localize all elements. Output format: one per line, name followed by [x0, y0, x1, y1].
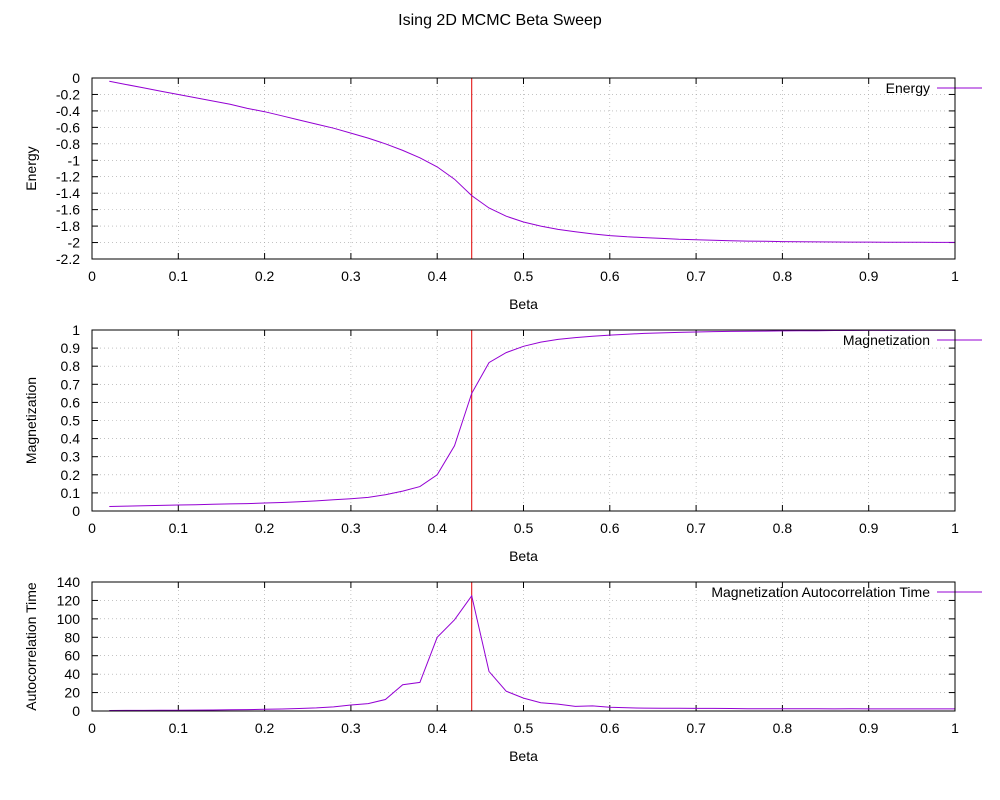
- energy-legend-label: Energy: [886, 80, 930, 96]
- energy-xtick-label: 0.8: [773, 268, 793, 284]
- autocorrelation-ytick-label: 80: [64, 629, 80, 645]
- magnetization-xtick-label: 0.4: [427, 520, 447, 536]
- magnetization-ytick-label: 0.7: [61, 376, 81, 392]
- magnetization-ytick-label: 0.4: [61, 431, 81, 447]
- autocorrelation-ytick-label: 60: [64, 648, 80, 664]
- autocorrelation-legend-label: Magnetization Autocorrelation Time: [711, 584, 930, 600]
- magnetization-xtick-label: 0: [88, 520, 96, 536]
- magnetization-xtick-label: 0.7: [686, 520, 706, 536]
- figure-title: Ising 2D MCMC Beta Sweep: [398, 12, 602, 29]
- energy-xtick-label: 1: [951, 268, 959, 284]
- energy-ytick-label: -0.6: [56, 119, 80, 135]
- energy-plot-frame: [91, 77, 956, 260]
- magnetization-xtick-label: 0.5: [514, 520, 534, 536]
- magnetization-xtick-label: 0.8: [773, 520, 793, 536]
- energy-xtick-label: 0.4: [427, 268, 447, 284]
- energy-xtick-label: 0: [88, 268, 96, 284]
- magnetization-ytick-label: 0: [72, 503, 80, 519]
- energy-ylabel: Energy: [23, 146, 39, 190]
- energy-ytick-label: -1.4: [56, 185, 80, 201]
- magnetization-xtick-label: 0.9: [859, 520, 879, 536]
- autocorrelation-ytick-label: 140: [57, 574, 81, 590]
- energy-xtick-label: 0.5: [514, 268, 534, 284]
- autocorrelation-xtick-label: 0.8: [773, 720, 793, 736]
- magnetization-ytick-label: 0.9: [61, 340, 81, 356]
- autocorrelation-xtick-label: 1: [951, 720, 959, 736]
- magnetization-xtick-label: 1: [951, 520, 959, 536]
- autocorrelation-ylabel: Autocorrelation Time: [23, 582, 39, 711]
- autocorrelation-ytick-label: 0: [72, 703, 80, 719]
- magnetization-xtick-label: 0.6: [600, 520, 620, 536]
- magnetization-ylabel: Magnetization: [23, 377, 39, 464]
- autocorrelation-ytick-label: 120: [57, 592, 81, 608]
- energy-ytick-label: -1.8: [56, 218, 80, 234]
- autocorrelation-xtick-label: 0.5: [514, 720, 534, 736]
- magnetization-ytick-label: 0.1: [61, 485, 81, 501]
- autocorrelation-plot-frame: [91, 581, 956, 712]
- energy-xlabel: Beta: [509, 296, 538, 312]
- magnetization-plot: 0 0.1 0.2 0.3 0.4 0.5 0.6 0.7 0.8 0.9 1 0 0.1 0.2 0.3 0…: [23, 322, 982, 564]
- magnetization-ytick-label: 0.8: [61, 358, 81, 374]
- energy-xtick-label: 0.7: [686, 268, 706, 284]
- autocorrelation-xtick-label: 0.9: [859, 720, 879, 736]
- autocorrelation-ytick-label: 100: [57, 611, 81, 627]
- energy-ytick-label: -1: [68, 152, 81, 168]
- magnetization-ytick-label: 0.3: [61, 449, 81, 465]
- magnetization-xlabel: Beta: [509, 548, 538, 564]
- magnetization-plot-frame: [91, 329, 956, 512]
- autocorrelation-xtick-label: 0.6: [600, 720, 620, 736]
- energy-ytick-label: -2.2: [56, 251, 80, 267]
- magnetization-ytick-label: 0.2: [61, 467, 81, 483]
- energy-xtick-label: 0.2: [255, 268, 275, 284]
- energy-ytick-label: -2: [68, 235, 81, 251]
- energy-ytick-label: -0.8: [56, 136, 80, 152]
- magnetization-xtick-label: 0.1: [169, 520, 189, 536]
- autocorrelation-xtick-label: 0.2: [255, 720, 275, 736]
- autocorrelation-xtick-label: 0: [88, 720, 96, 736]
- magnetization-ytick-label: 0.5: [61, 413, 81, 429]
- magnetization-ytick-label: 0.6: [61, 394, 81, 410]
- energy-ytick-label: -0.2: [56, 86, 80, 102]
- energy-ytick-label: 0: [72, 70, 80, 86]
- energy-xtick-label: 0.1: [169, 268, 189, 284]
- energy-xtick-label: 0.6: [600, 268, 620, 284]
- autocorrelation-xtick-label: 0.1: [169, 720, 189, 736]
- autocorrelation-xlabel: Beta: [509, 748, 538, 764]
- energy-ytick-label: -1.6: [56, 202, 80, 218]
- autocorrelation-plot: 0 0.1 0.2 0.3 0.4 0.5 0.6 0.7 0.8 0.9 1 0 20 40 60 80 10…: [23, 574, 982, 764]
- energy-xtick-label: 0.3: [341, 268, 361, 284]
- autocorrelation-xtick-label: 0.3: [341, 720, 361, 736]
- autocorrelation-ytick-label: 20: [64, 685, 80, 701]
- magnetization-xtick-label: 0.3: [341, 520, 361, 536]
- energy-xtick-label: 0.9: [859, 268, 879, 284]
- magnetization-series-line: [109, 329, 955, 507]
- magnetization-ytick-label: 1: [72, 322, 80, 338]
- energy-plot: 0 0.1 0.2 0.3 0.4 0.5 0.6 0.7 0.8 0.9 10-0.2-0.4-0…: [23, 70, 982, 312]
- autocorrelation-xtick-label: 0.7: [686, 720, 706, 736]
- autocorrelation-xtick-label: 0.4: [427, 720, 447, 736]
- energy-ytick-label: -0.4: [56, 103, 80, 119]
- magnetization-xtick-label: 0.2: [255, 520, 275, 536]
- energy-series-line: [109, 80, 955, 243]
- autocorrelation-series-line: [109, 594, 955, 711]
- magnetization-legend-label: Magnetization: [843, 332, 930, 348]
- autocorrelation-ytick-label: 40: [64, 666, 80, 682]
- energy-ytick-label: -1.2: [56, 169, 80, 185]
